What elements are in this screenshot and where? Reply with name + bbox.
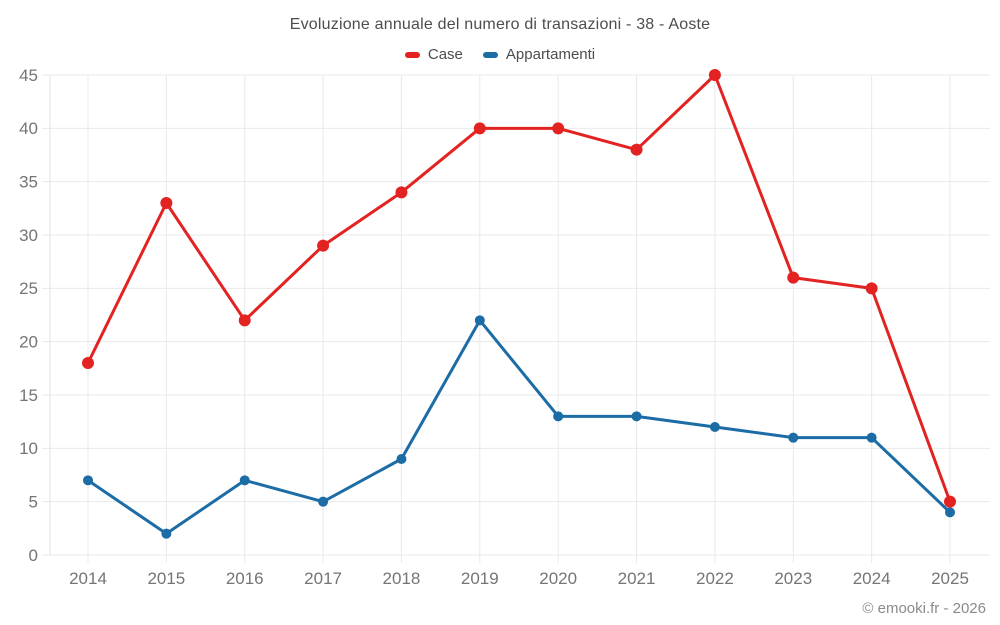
legend-label-case: Case [427, 46, 463, 63]
point-case-2024[interactable] [865, 282, 878, 295]
point-case-2023[interactable] [787, 271, 800, 284]
y-axis-label-15: 15 [19, 386, 38, 405]
y-axis-label-5: 5 [29, 492, 38, 511]
x-axis-label-2024: 2024 [853, 569, 891, 588]
copyright-text: © emooki.fr - 2026 [862, 600, 986, 617]
point-appartamenti-2017[interactable] [318, 496, 329, 507]
point-case-2014[interactable] [82, 357, 94, 369]
y-axis-label-20: 20 [19, 332, 38, 351]
point-appartamenti-2018[interactable] [396, 454, 407, 464]
series-line-case [86, 73, 952, 504]
point-appartamenti-2014[interactable] [83, 475, 93, 486]
point-case-2016[interactable] [238, 314, 251, 327]
point-case-2018[interactable] [395, 186, 408, 199]
x-axis-label-2020: 2020 [539, 569, 577, 588]
point-appartamenti-2025[interactable] [945, 507, 955, 518]
x-axis-label-2025: 2025 [931, 569, 969, 588]
legend-item-case[interactable]: Case [404, 46, 463, 63]
chart-legend: Case Appartamenti [0, 46, 1000, 63]
y-axis-label-25: 25 [19, 279, 38, 298]
point-appartamenti-2024[interactable] [866, 432, 877, 443]
point-appartamenti-2016[interactable] [239, 475, 250, 486]
x-axis-label-2017: 2017 [304, 569, 342, 588]
legend-item-appartamenti[interactable]: Appartamenti [482, 46, 596, 63]
y-axis-label-35: 35 [19, 172, 38, 191]
legend-swatch-appartamenti-icon [482, 51, 498, 58]
y-axis-label-45: 45 [19, 66, 38, 85]
point-case-2019[interactable] [473, 122, 486, 135]
x-axis-label-2022: 2022 [696, 569, 734, 588]
series-line-appartamenti [86, 318, 952, 536]
point-case-2015[interactable] [160, 197, 173, 209]
x-axis-label-2021: 2021 [618, 569, 656, 588]
y-axis-label-10: 10 [19, 439, 38, 458]
point-appartamenti-2019[interactable] [474, 315, 485, 326]
point-case-2017[interactable] [317, 239, 330, 252]
point-appartamenti-2015[interactable] [161, 528, 172, 539]
point-appartamenti-2022[interactable] [709, 422, 720, 432]
x-axis-label-2014: 2014 [69, 569, 107, 588]
x-axis-label-2019: 2019 [461, 569, 499, 588]
point-case-2020[interactable] [552, 122, 565, 135]
point-appartamenti-2023[interactable] [788, 432, 799, 443]
legend-label-appartamenti: Appartamenti [505, 46, 596, 63]
y-axis-label-40: 40 [19, 119, 38, 138]
legend-swatch-case-icon [404, 51, 420, 58]
chart-title: Evoluzione annuale del numero di transaz… [289, 16, 711, 33]
point-case-2025[interactable] [944, 495, 956, 508]
x-axis-label-2023: 2023 [774, 569, 812, 588]
x-axis-label-2015: 2015 [147, 569, 185, 588]
point-case-2022[interactable] [708, 69, 721, 81]
x-axis-label-2018: 2018 [383, 569, 421, 588]
point-appartamenti-2021[interactable] [631, 411, 642, 422]
x-axis-label-2016: 2016 [226, 569, 264, 588]
point-case-2021[interactable] [630, 143, 643, 156]
y-axis-label-30: 30 [19, 226, 38, 245]
point-appartamenti-2020[interactable] [553, 411, 564, 422]
y-axis-label-0: 0 [29, 546, 38, 565]
